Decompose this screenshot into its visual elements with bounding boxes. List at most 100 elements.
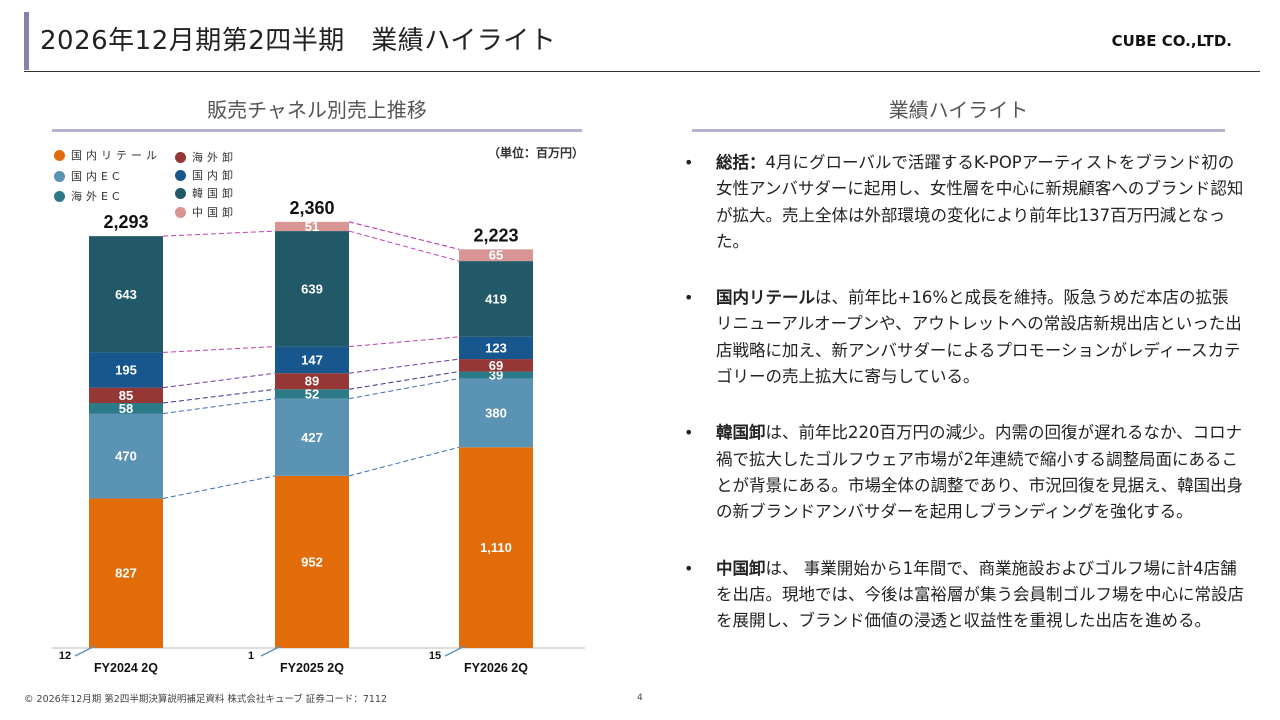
connector-line (348, 221, 460, 250)
legend-label-china-wholesale: 中国卸 (192, 206, 237, 219)
bullet-icon: • (684, 288, 694, 308)
highlight-korea-wholesale-head: 韓国卸 (716, 423, 766, 443)
data-label: 51 (305, 219, 319, 234)
bar-segment-fy2025-2q-6 (275, 221, 349, 232)
highlight-summary-text: 4月にグローバルで活躍するK-POPアーティストをブランド初の女性アンバサダーに… (716, 153, 1244, 251)
highlights-section-title: 業績ハイライト (888, 98, 1029, 122)
total-label: 2,360 (289, 198, 334, 218)
legend-swatch-domestic-ec (54, 170, 65, 182)
data-label: 1,110 (480, 540, 512, 555)
footer-copyright: © 2026年12月期 第2四半期決算説明補足資料 株式会社キューブ 証券コード… (24, 694, 387, 705)
connector-line (162, 388, 276, 404)
chart-section-rule (52, 129, 582, 132)
data-label: 89 (305, 374, 319, 389)
legend-label-overseas-ec: 海外EC (71, 190, 124, 203)
legend-item-overseas-wholesale: 海外卸 (175, 149, 237, 165)
data-label: 195 (115, 363, 137, 378)
connector-line (348, 358, 460, 374)
connector-line (162, 346, 276, 353)
bar-segment-fy2026-2q-5 (459, 261, 533, 337)
legend-label-domestic-retail: 国内リテール (71, 149, 161, 162)
company-name: CUBE CO.,LTD. (1111, 32, 1232, 50)
bar-segment-fy2024-2q-4 (89, 352, 163, 388)
connector-line (348, 378, 460, 400)
bar-segment-fy2024-2q-3 (89, 387, 163, 404)
highlight-domestic-retail: • 国内リテールは、前年比+16%と成長を維持。阪急うめだ本店の拡張リニューアル… (684, 285, 1244, 390)
data-label: 65 (489, 248, 503, 263)
highlight-korea-wholesale: • 韓国卸は、前年比220百万円の減少。内需の回復が遅れるなか、コロナ禍で拡大し… (684, 420, 1244, 525)
legend-label-domestic-ec: 国内EC (71, 170, 124, 183)
data-label: 52 (305, 386, 319, 401)
x-tick-label: FY2025 2Q (280, 661, 344, 675)
legend-swatch-domestic-retail (54, 149, 65, 161)
bar-segment-fy2025-2q-3 (275, 373, 349, 390)
legend-label-overseas-wholesale: 海外卸 (192, 151, 237, 164)
legend-label-domestic-wholesale: 国内卸 (192, 169, 237, 182)
data-label: 427 (301, 430, 323, 445)
data-label: 419 (485, 291, 507, 306)
legend-item-korea-wholesale: 韓国卸 (175, 185, 237, 201)
data-label: 827 (115, 566, 137, 581)
highlight-domestic-retail-text: は、前年比+16%と成長を維持。阪急うめだ本店の拡張リニューアルオープンや、アウ… (716, 288, 1242, 387)
title-accent-bar (24, 12, 29, 70)
bar-segment-fy2026-2q-2 (459, 371, 533, 379)
data-label: 58 (119, 401, 133, 416)
page-title: 2026年12月期第2四半期 業績ハイライト (40, 26, 557, 56)
highlight-china-wholesale-text: は、 事業開始から1年間で、商業施設およびゴルフ場に計4店舗を出店。現地では、今… (716, 558, 1244, 631)
bar-segment-fy2025-2q-5 (275, 231, 349, 347)
bar-segment-fy2025-2q-2 (275, 389, 349, 399)
connector-line (348, 446, 460, 477)
highlight-china-wholesale-head: 中国卸 (716, 558, 766, 578)
legend-item-domestic-ec: 国内EC (54, 168, 124, 184)
chart-unit-label: （単位：百万円） (488, 146, 585, 160)
connector-line (348, 230, 460, 262)
legend-swatch-overseas-wholesale (175, 151, 186, 163)
legend-item-overseas-ec: 海外EC (54, 188, 124, 204)
callout-leader (260, 645, 282, 657)
x-tick-label: FY2024 2Q (94, 661, 158, 675)
connector-line (348, 371, 460, 390)
page-number: 4 (637, 693, 643, 703)
highlight-china-wholesale: • 中国卸は、 事業開始から1年間で、商業施設およびゴルフ場に計4店舗を出店。現… (684, 556, 1244, 635)
connector-line (162, 372, 276, 389)
highlight-korea-wholesale-text: は、前年比220百万円の減少。内需の回復が遅れるなか、コロナ禍で拡大したゴルフウ… (716, 423, 1244, 522)
bar-segment-fy2026-2q-6 (459, 249, 533, 262)
legend-label-korea-wholesale: 韓国卸 (192, 187, 237, 200)
connector-line (162, 398, 276, 414)
connector-line (162, 230, 276, 237)
bullet-icon: • (684, 153, 694, 172)
data-label: 952 (301, 554, 323, 569)
data-label: 69 (489, 358, 503, 373)
bar-segment-fy2026-2q-0 (459, 447, 533, 648)
bar-segment-fy2025-2q-0 (275, 475, 349, 648)
legend-swatch-china-wholesale (175, 206, 186, 218)
legend-item-domestic-retail: 国内リテール (54, 147, 161, 163)
bar-segment-fy2025-2q-4 (275, 346, 349, 374)
total-label: 2,293 (103, 212, 148, 232)
data-label: 380 (485, 405, 507, 420)
chart-section-title: 販売チャネル別売上推移 (207, 98, 427, 122)
title-divider (24, 71, 1260, 72)
connector-line (348, 336, 460, 348)
bar-segment-fy2024-2q-1 (89, 413, 163, 499)
data-label: 470 (115, 448, 137, 463)
bar-segment-fy2024-2q-2 (89, 403, 163, 414)
data-label: 643 (115, 287, 137, 302)
bar-segment-fy2024-2q-0 (89, 498, 163, 648)
total-label: 2,223 (473, 225, 518, 245)
bar-segment-fy2024-2q-5 (89, 236, 163, 353)
legend-item-domestic-wholesale: 国内卸 (175, 167, 237, 183)
highlights-section-rule (692, 129, 1225, 132)
x-tick-label: FY2026 2Q (464, 661, 528, 675)
data-label: 123 (485, 340, 507, 355)
bar-segment-fy2026-2q-1 (459, 378, 533, 448)
highlight-domestic-retail-head: 国内リテール (716, 288, 815, 308)
data-label: 147 (301, 352, 323, 367)
data-label: 85 (119, 388, 133, 403)
bar-segment-fy2026-2q-3 (459, 359, 533, 372)
highlights-list: • 総括：4月にグローバルで活躍するK-POPアーティストをブランド初の女性アン… (684, 150, 1244, 664)
legend-swatch-korea-wholesale (175, 187, 186, 199)
highlight-summary: • 総括：4月にグローバルで活躍するK-POPアーティストをブランド初の女性アン… (684, 150, 1244, 255)
highlight-summary-head: 総括： (716, 153, 766, 172)
bar-segment-fy2026-2q-4 (459, 336, 533, 360)
